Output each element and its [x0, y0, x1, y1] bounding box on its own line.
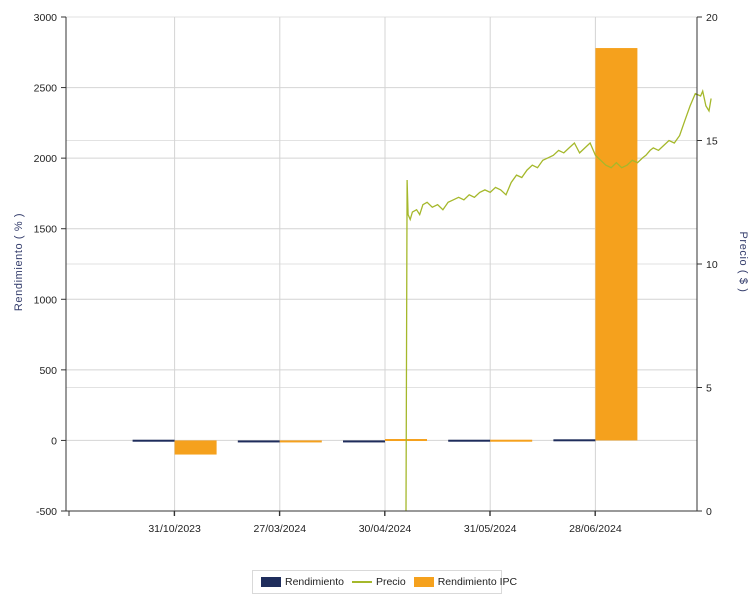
bar-rendimiento-ipc	[490, 439, 533, 442]
x-tick-label: 31/10/2023	[148, 523, 201, 535]
legend-item-rendimiento: Rendimiento	[261, 576, 344, 588]
y-tick-label: 1500	[34, 224, 58, 236]
legend-label-precio: Precio	[375, 576, 406, 588]
bar-rendimiento	[237, 440, 280, 443]
bar-rendimiento	[132, 439, 175, 442]
bar-rendimiento	[553, 439, 596, 442]
bar-rendimiento	[448, 439, 491, 442]
y-tick-label: 2500	[34, 83, 58, 95]
legend-item-precio: Precio	[351, 576, 406, 588]
bar-rendimiento-ipc	[595, 48, 638, 441]
y-tick-label: 0	[51, 435, 57, 447]
tick-labels: -500 0 500 1000 1500 2000 2500 3000 0 5 10 15 20 31/1…	[34, 12, 718, 535]
legend-label-rendimiento: Rendimiento	[285, 576, 344, 588]
bar-rendimiento-ipc	[279, 440, 322, 443]
y-tick-label: 1000	[34, 294, 58, 306]
legend-label-rendimiento-ipc: Rendimiento IPC	[437, 576, 518, 588]
x-tick-label: 28/06/2024	[569, 523, 622, 535]
price-line	[405, 88, 712, 512]
y-tick-label: 2000	[34, 153, 58, 165]
x-tick-label: 30/04/2024	[359, 523, 412, 535]
y-tick-label: -500	[36, 506, 57, 518]
axes	[61, 16, 702, 516]
y2-tick-label: 10	[706, 259, 718, 271]
y-tick-label: 3000	[34, 12, 58, 24]
y2-tick-label: 15	[706, 136, 718, 148]
legend-swatch-rendimiento-ipc	[413, 577, 434, 587]
price-polyline	[405, 88, 712, 512]
y-axis-title: Rendimiento ( % )	[13, 213, 25, 311]
x-tick-label: 31/05/2024	[464, 523, 517, 535]
y2-tick-label: 20	[706, 12, 718, 24]
y2-tick-label: 0	[706, 506, 712, 518]
bar-rendimiento-ipc	[174, 440, 217, 455]
bar-rendimiento	[343, 440, 385, 443]
legend-swatch-precio	[351, 581, 372, 583]
legend-swatch-rendimiento	[261, 577, 281, 587]
legend: Rendimiento Precio Rendimiento IPC	[252, 570, 517, 594]
x-tick-label: 27/03/2024	[254, 523, 307, 535]
legend-item-rendimiento-ipc: Rendimiento IPC	[413, 576, 518, 588]
y2-tick-label: 5	[706, 383, 712, 395]
y-tick-label: 500	[39, 365, 57, 377]
y2-axis-title: Precio ( $ )	[737, 232, 748, 293]
